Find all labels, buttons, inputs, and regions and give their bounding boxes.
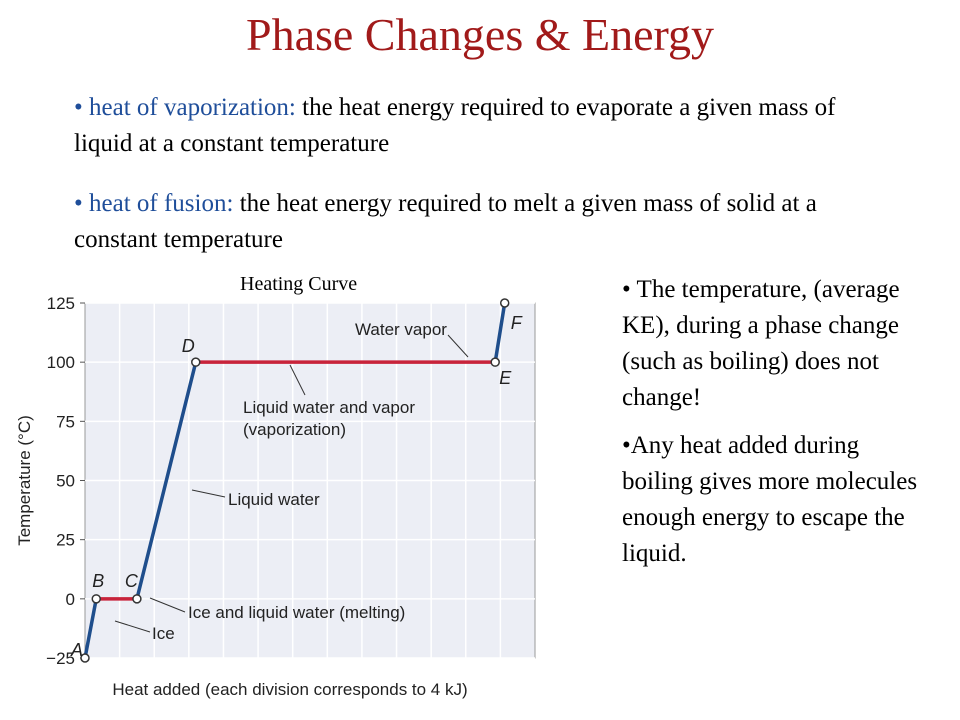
annotation-label: Liquid water and vapor <box>243 398 415 417</box>
y-tick-label: 0 <box>66 590 75 609</box>
chart-title: Heating Curve <box>240 273 358 295</box>
bullet-temperature-constant: • The temperature, (average KE), during … <box>622 276 900 411</box>
x-axis-label: Heat added (each division corresponds to… <box>112 680 467 699</box>
definition-heat-of-vaporization: the heat energy required to evaporate a … <box>74 94 836 157</box>
point-label-E: E <box>499 368 512 388</box>
annotation-label: Ice <box>152 624 175 643</box>
bullet-heat-of-fusion: • heat of fusion: the heat energy requir… <box>74 186 874 258</box>
point-label-C: C <box>125 571 139 591</box>
bullet-heat-added-boiling: •Any heat added during boiling gives mor… <box>622 432 918 567</box>
curve-segment-EF <box>493 301 507 364</box>
right-bullet-list: • The temperature, (average KE), during … <box>622 272 922 584</box>
point-marker-E <box>490 357 500 367</box>
y-axis-label: Temperature (°C) <box>15 415 34 546</box>
curve-segment-AB <box>83 597 98 660</box>
heating-curve-chart: −25 0 25 50 75 100 125 Heat added (each divisio… <box>15 294 536 699</box>
y-tick-label: 25 <box>56 531 75 550</box>
definition-heat-of-fusion: the heat energy required to melt a given… <box>74 190 817 253</box>
annotation-leader <box>149 597 186 613</box>
point-marker-C <box>132 594 142 604</box>
point-marker-D <box>191 357 201 367</box>
annotation-label: (vaporization) <box>243 420 346 439</box>
y-tick-label: 100 <box>47 353 75 372</box>
bullet-heat-of-vaporization: • heat of vaporization: the heat energy … <box>74 90 874 162</box>
term-heat-of-fusion: heat of fusion: <box>89 190 234 217</box>
term-heat-of-vaporization: heat of vaporization: <box>89 94 296 121</box>
annotation-leader <box>191 489 226 498</box>
y-tick-label: −25 <box>46 649 75 668</box>
point-label-B: B <box>92 571 104 591</box>
curve-segment-CD <box>135 360 198 601</box>
y-tick-label: 125 <box>47 294 75 313</box>
slide-title: Phase Changes & Energy <box>245 9 715 60</box>
annotation-label: Liquid water <box>228 490 320 509</box>
annotation-label: Water vapor <box>355 320 447 339</box>
annotation-leader <box>289 364 306 396</box>
annotation-leader <box>447 334 469 358</box>
point-marker-B <box>91 594 101 604</box>
annotation-label: Ice and liquid water (melting) <box>188 603 405 622</box>
y-tick-label: 50 <box>56 472 75 491</box>
point-marker-F <box>499 298 510 308</box>
bullet-marker: • <box>74 190 83 217</box>
point-label-F: F <box>511 313 523 333</box>
annotation-leader <box>114 620 151 633</box>
point-label-A: A <box>70 640 83 660</box>
point-marker-A <box>80 653 90 663</box>
bullet-marker: • <box>74 94 83 121</box>
point-label-D: D <box>182 336 195 356</box>
y-tick-label: 75 <box>56 412 75 431</box>
